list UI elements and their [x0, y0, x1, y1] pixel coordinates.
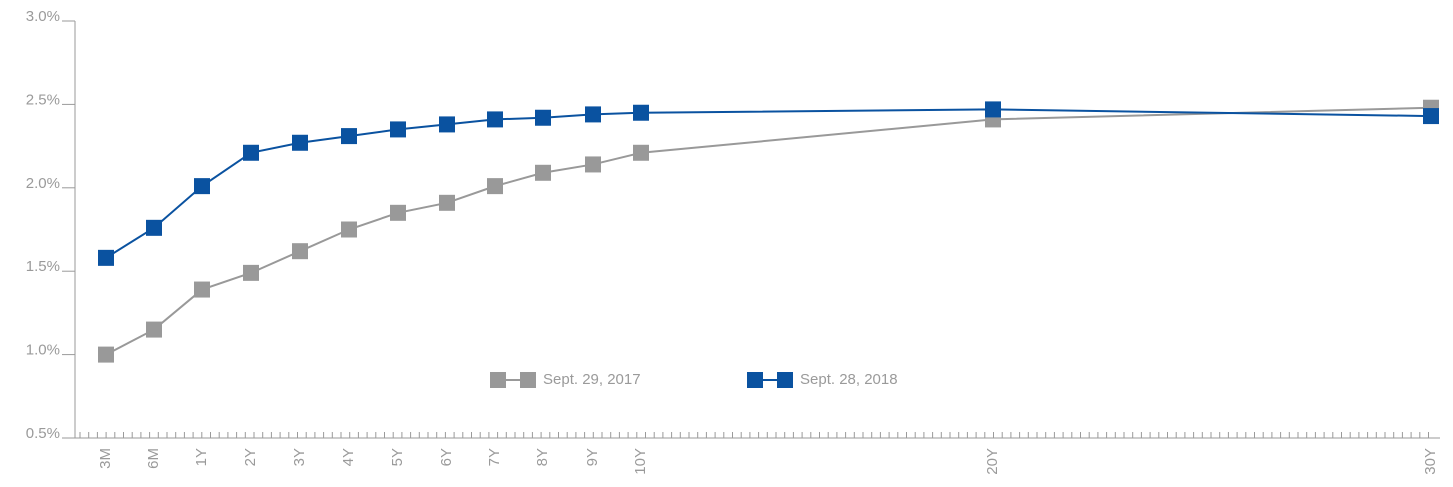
y-tick-label: 3.0% [26, 8, 60, 25]
data-point [341, 221, 357, 238]
legend-marker [777, 372, 793, 388]
data-point [98, 249, 114, 266]
data-point [633, 104, 649, 121]
data-point [487, 111, 503, 128]
x-tick-label: 9Y [584, 448, 601, 466]
data-point [243, 144, 259, 161]
data-point [585, 156, 601, 173]
data-point [1423, 108, 1439, 125]
data-point [98, 346, 114, 363]
data-point [633, 144, 649, 161]
x-tick-label: 2Y [242, 448, 259, 466]
y-tick-label: 1.5% [26, 258, 60, 275]
x-tick-label: 3M [97, 448, 114, 469]
y-tick-label: 0.5% [26, 425, 60, 442]
y-tick-label: 1.0% [26, 342, 60, 359]
series-line [105, 108, 1432, 259]
data-point [194, 178, 210, 195]
x-tick-label: 8Y [534, 448, 551, 466]
data-point [194, 281, 210, 298]
data-point [535, 109, 551, 126]
y-tick-label: 2.0% [26, 175, 60, 192]
legend-label: Sept. 29, 2017 [543, 371, 641, 388]
data-point [292, 243, 308, 260]
data-point [439, 116, 455, 133]
data-point [390, 204, 406, 221]
legend-label: Sept. 28, 2018 [800, 371, 898, 388]
data-point [146, 321, 162, 338]
x-tick-label: 20Y [984, 448, 1001, 475]
x-tick-label: 7Y [486, 448, 503, 466]
x-tick-label: 10Y [632, 448, 649, 475]
data-point [243, 264, 259, 281]
x-tick-label: 6Y [438, 448, 455, 466]
data-point [146, 219, 162, 236]
x-tick-label: 30Y [1422, 448, 1439, 475]
data-point [439, 194, 455, 211]
data-point [292, 134, 308, 151]
data-point [341, 128, 357, 145]
x-tick-label: 1Y [193, 448, 210, 466]
legend-marker [520, 372, 536, 388]
legend-marker [747, 372, 763, 388]
x-tick-label: 4Y [340, 448, 357, 466]
x-tick-label: 3Y [291, 448, 308, 466]
data-point [535, 164, 551, 181]
data-point [390, 121, 406, 138]
x-tick-label: 5Y [389, 448, 406, 466]
y-tick-label: 2.5% [26, 91, 60, 108]
data-point [985, 101, 1001, 118]
data-point [487, 178, 503, 195]
data-point [585, 106, 601, 123]
x-tick-label: 6M [145, 448, 162, 469]
legend-marker [490, 372, 506, 388]
